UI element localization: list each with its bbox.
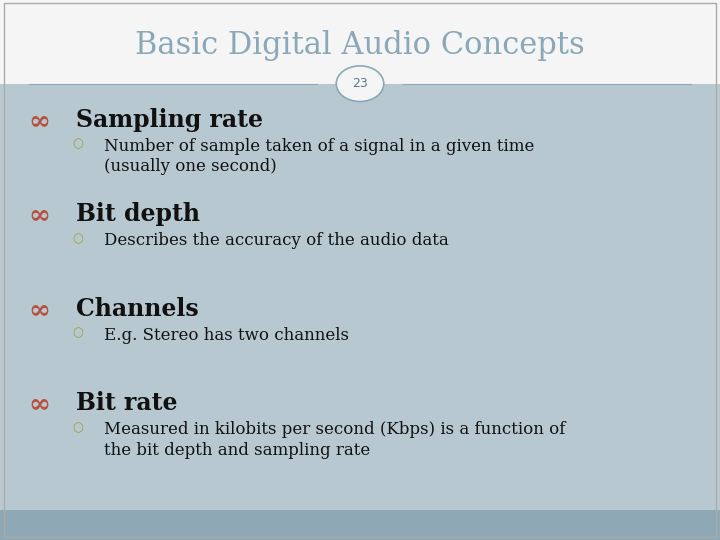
Text: 23: 23 [352, 77, 368, 90]
Text: ○: ○ [72, 232, 83, 245]
Circle shape [336, 66, 384, 102]
Text: ○: ○ [72, 138, 83, 151]
Text: Measured in kilobits per second (Kbps) is a function of: Measured in kilobits per second (Kbps) i… [104, 421, 566, 438]
Text: ∞: ∞ [29, 108, 51, 133]
Text: (usually one second): (usually one second) [104, 158, 277, 175]
Bar [0, 0, 720, 84]
Text: Basic Digital Audio Concepts: Basic Digital Audio Concepts [135, 30, 585, 62]
Text: the bit depth and sampling rate: the bit depth and sampling rate [104, 442, 371, 458]
Text: E.g. Stereo has two channels: E.g. Stereo has two channels [104, 327, 349, 343]
Text: Describes the accuracy of the audio data: Describes the accuracy of the audio data [104, 232, 449, 249]
Text: ∞: ∞ [29, 202, 51, 227]
Text: ○: ○ [72, 421, 83, 434]
Text: Channels: Channels [76, 297, 198, 321]
Text: ∞: ∞ [29, 297, 51, 322]
Text: Bit depth: Bit depth [76, 202, 199, 226]
Bar [0, 510, 720, 540]
Text: Sampling rate: Sampling rate [76, 108, 263, 132]
Text: Number of sample taken of a signal in a given time: Number of sample taken of a signal in a … [104, 138, 535, 154]
Bar [0, 84, 720, 510]
Text: ∞: ∞ [29, 392, 51, 416]
Text: Bit rate: Bit rate [76, 392, 177, 415]
Text: ○: ○ [72, 327, 83, 340]
